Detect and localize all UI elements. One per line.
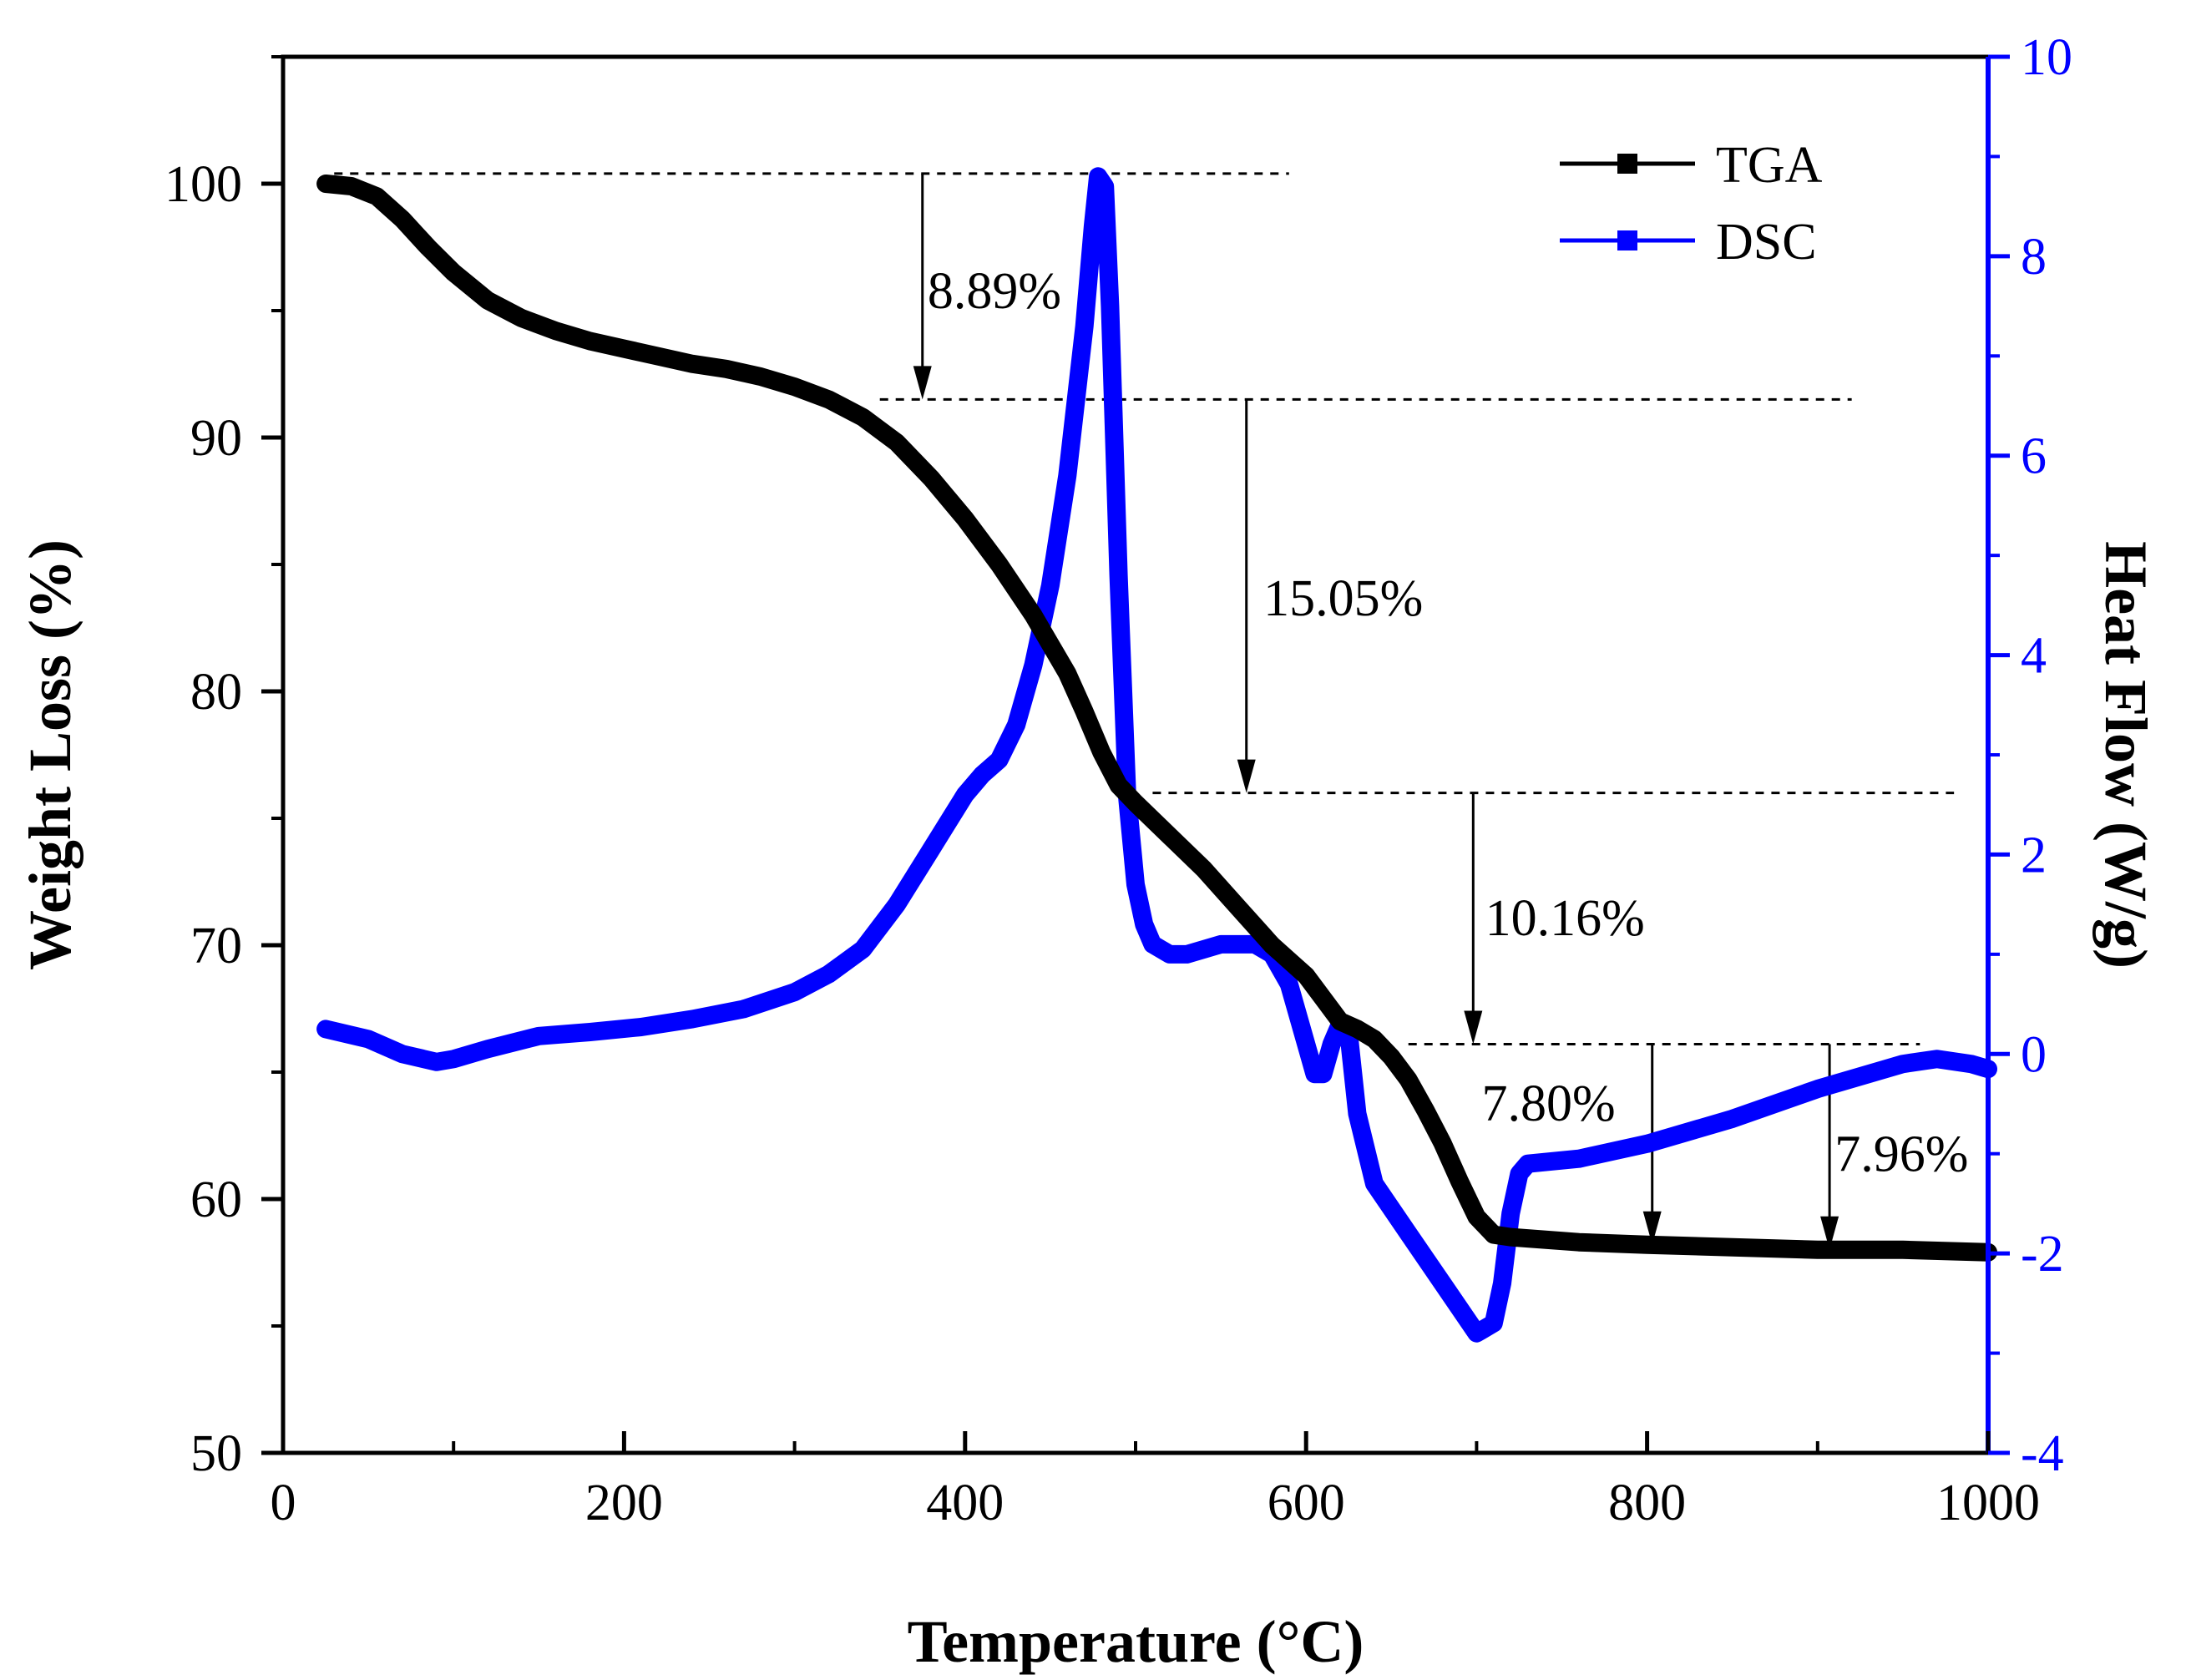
y-right-tick-label: 2 (2021, 827, 2047, 883)
legend: TGA DSC (1560, 137, 1823, 271)
x-tick-label: 0 (271, 1475, 296, 1531)
step-percent-label: 10.16% (1485, 890, 1645, 947)
step-percent-label: 7.80% (1482, 1075, 1616, 1132)
y-left-tick-label: 80 (190, 664, 242, 721)
x-tick-label: 800 (1608, 1475, 1686, 1531)
x-tick-label: 200 (585, 1475, 663, 1531)
x-tick-label: 1000 (1936, 1475, 2040, 1531)
y-right-tick-label: 0 (2021, 1026, 2047, 1083)
y-left-tick-label: 50 (190, 1425, 242, 1482)
y-right-tick-label: 6 (2021, 428, 2047, 485)
y-right-axis-title: Heat Flow (W/g) (2092, 541, 2159, 969)
y-left-tick-label: 70 (190, 918, 242, 974)
y-right-tick-label: -4 (2021, 1425, 2064, 1482)
step-arrow-head (1464, 1010, 1483, 1045)
step-arrow-head (913, 366, 932, 400)
x-tick-label: 400 (926, 1475, 1004, 1531)
legend-marker-dsc (1617, 230, 1637, 250)
x-axis-ticks: 0 200 400 600 800 1000 (271, 1431, 2040, 1531)
x-tick-label: 600 (1268, 1475, 1345, 1531)
step-arrow-head (1237, 759, 1256, 793)
y-left-axis-ticks: 50 60 70 80 90 100 (164, 55, 283, 1482)
y-left-tick-label: 60 (190, 1171, 242, 1228)
step-percent-label: 8.89% (928, 263, 1061, 320)
step-percent-label: 7.96% (1834, 1126, 1968, 1183)
series-layer (316, 167, 1997, 1343)
y-left-tick-label: 90 (190, 410, 242, 467)
step-arrow-head (1642, 1211, 1662, 1245)
legend-label-tga: TGA (1716, 137, 1823, 194)
y-right-tick-label: 10 (2021, 29, 2072, 86)
step-arrow-head (1820, 1216, 1839, 1250)
y-right-tick-label: 8 (2021, 229, 2047, 286)
series-line-tga (316, 175, 1997, 1262)
y-right-tick-label: 4 (2021, 628, 2047, 685)
weight-step-annotations: 8.89% 15.05% 10.16% 7.80% 7.96% (334, 172, 1968, 1250)
legend-label-dsc: DSC (1716, 214, 1817, 271)
y-left-axis-title: Weight Loss (%) (17, 539, 83, 970)
y-right-axis-ticks: -4 -2 0 2 4 6 8 10 (1988, 29, 2072, 1482)
legend-marker-tga (1617, 154, 1637, 174)
x-axis-title: Temperature (°C) (908, 1608, 1364, 1675)
series-line-dsc (316, 167, 1997, 1343)
y-left-tick-label: 100 (164, 156, 242, 213)
step-percent-label: 15.05% (1263, 570, 1423, 627)
y-right-tick-label: -2 (2021, 1226, 2064, 1283)
